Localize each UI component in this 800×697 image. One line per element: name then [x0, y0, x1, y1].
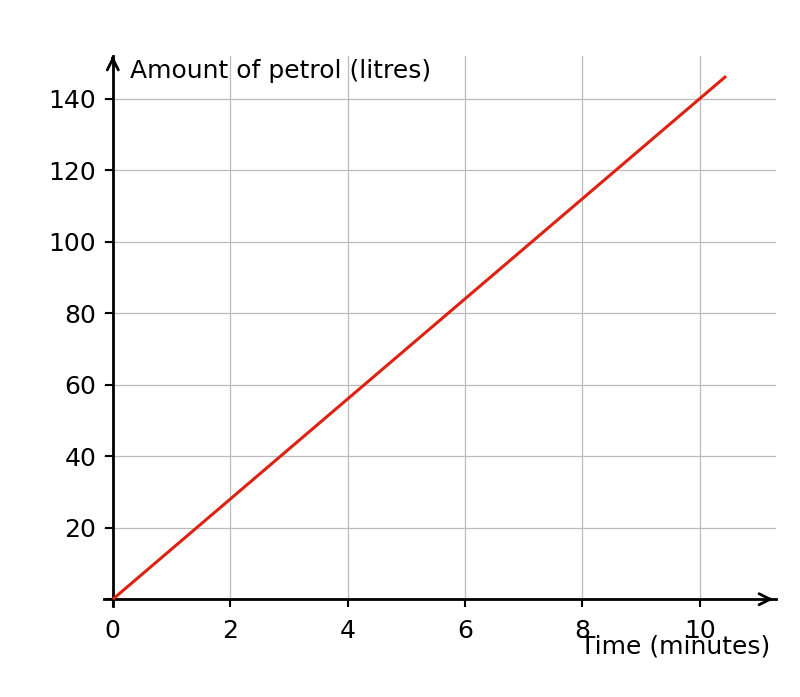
Text: Time (minutes): Time (minutes) — [580, 635, 770, 659]
Text: Amount of petrol (litres): Amount of petrol (litres) — [130, 59, 431, 84]
